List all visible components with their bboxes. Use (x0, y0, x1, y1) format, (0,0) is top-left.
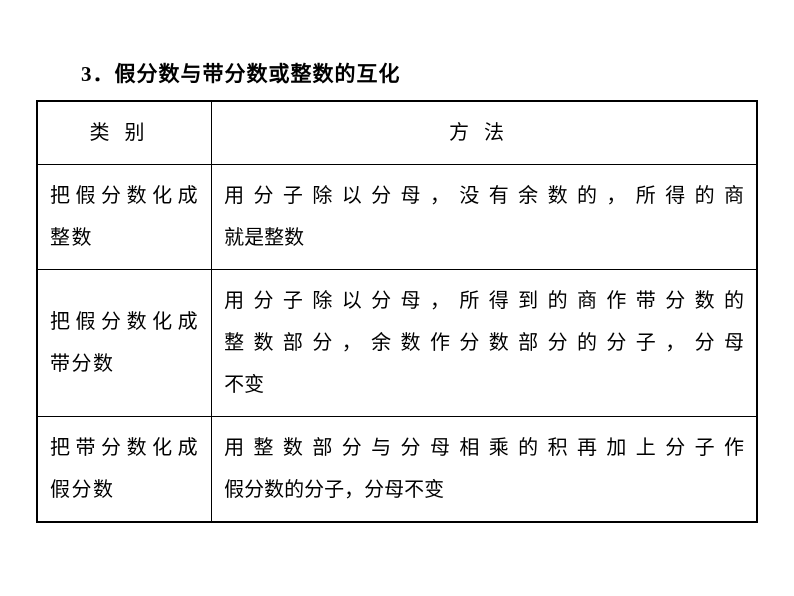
category-text: 假分数 (50, 469, 199, 511)
category-cell-0: 把假分数化成 整数 (37, 165, 212, 270)
table-row: 把带分数化成 假分数 用整数部分与分母相乘的积再加上分子作 假分数的分子，分母不… (37, 417, 757, 523)
category-text: 带分数 (50, 343, 199, 385)
table-header-row: 类别 方法 (37, 101, 757, 165)
conversion-table: 类别 方法 把假分数化成 整数 用分子除以分母，没有余数的，所得的商 就是整数 … (36, 100, 758, 523)
method-text: 用分子除以分母，没有余数的，所得的商 (224, 175, 744, 217)
table-row: 把假分数化成 整数 用分子除以分母，没有余数的，所得的商 就是整数 (37, 165, 757, 270)
header-method: 方法 (212, 101, 757, 165)
header-category: 类别 (37, 101, 212, 165)
document-content: 3．假分数与带分数或整数的互化 类别 方法 把假分数化成 整数 用分子除以分母，… (36, 58, 758, 523)
method-text: 用分子除以分母，所得到的商作带分数的 (224, 280, 744, 322)
method-cell-0: 用分子除以分母，没有余数的，所得的商 就是整数 (212, 165, 757, 270)
category-cell-2: 把带分数化成 假分数 (37, 417, 212, 523)
category-cell-1: 把假分数化成 带分数 (37, 270, 212, 417)
method-text: 整数部分，余数作分数部分的分子，分母 (224, 322, 744, 364)
method-text: 用整数部分与分母相乘的积再加上分子作 (224, 427, 744, 469)
category-text: 整数 (50, 217, 199, 259)
table-row: 把假分数化成 带分数 用分子除以分母，所得到的商作带分数的 整数部分，余数作分数… (37, 270, 757, 417)
method-cell-1: 用分子除以分母，所得到的商作带分数的 整数部分，余数作分数部分的分子，分母 不变 (212, 270, 757, 417)
category-text: 把假分数化成 (50, 301, 199, 343)
method-text: 不变 (224, 364, 744, 406)
section-title: 3．假分数与带分数或整数的互化 (81, 58, 758, 88)
category-text: 把带分数化成 (50, 427, 199, 469)
method-text: 就是整数 (224, 217, 744, 259)
category-text: 把假分数化成 (50, 175, 199, 217)
method-cell-2: 用整数部分与分母相乘的积再加上分子作 假分数的分子，分母不变 (212, 417, 757, 523)
method-text: 假分数的分子，分母不变 (224, 469, 744, 511)
